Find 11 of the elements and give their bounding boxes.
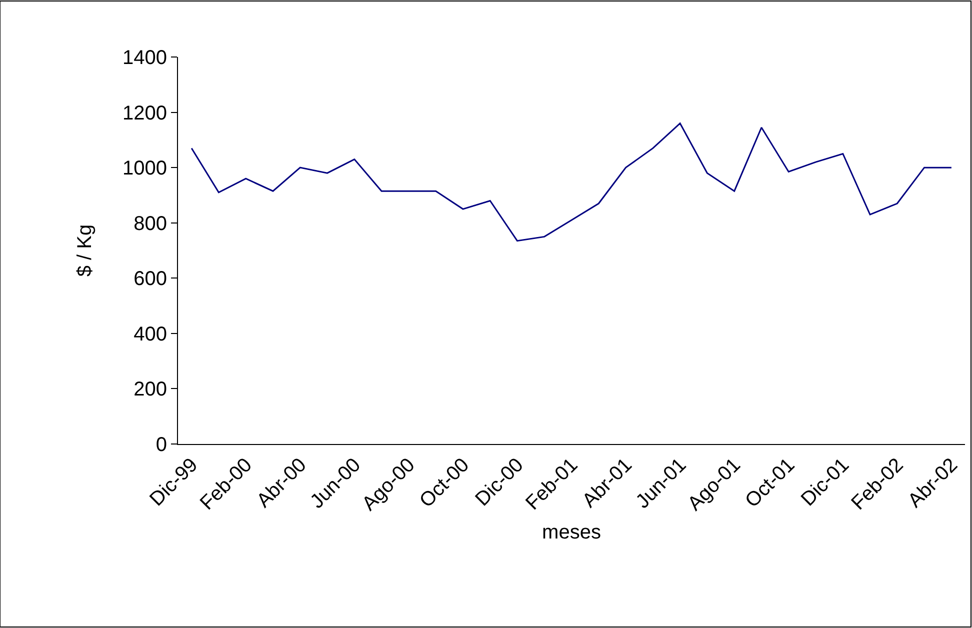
y-tick-label: 400 [134, 323, 167, 346]
y-tick-label: 800 [134, 212, 167, 235]
y-tick-label: 600 [134, 268, 167, 290]
y-tick-label: 1200 [122, 102, 167, 124]
y-tick-label: 1400 [122, 47, 167, 69]
y-tick-label: 0 [156, 434, 167, 456]
x-axis-title: meses [542, 522, 601, 544]
y-tick-label: 200 [134, 378, 167, 401]
y-tick-label: 1000 [122, 158, 167, 180]
line-series [190, 122, 952, 242]
y-axis-title: $ / Kg [74, 224, 96, 277]
